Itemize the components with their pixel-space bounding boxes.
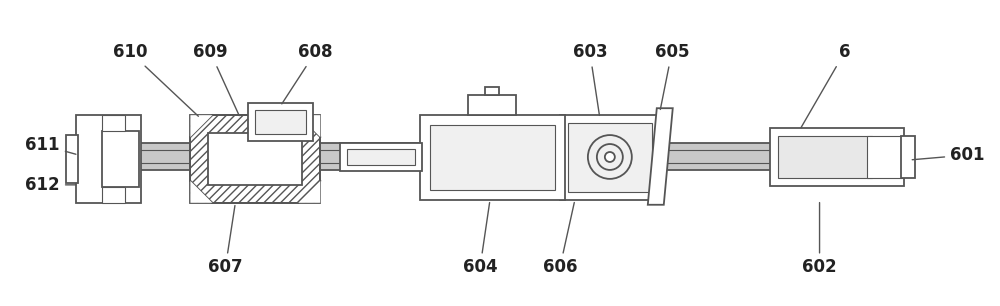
Bar (102, 131, 139, 187)
Text: 609: 609 (193, 43, 239, 116)
Bar (485, 87, 499, 95)
Polygon shape (190, 181, 212, 203)
Text: 604: 604 (463, 203, 497, 277)
Polygon shape (648, 108, 673, 205)
Bar (208, 133, 302, 185)
Bar (340, 143, 422, 171)
Bar (420, 115, 565, 200)
Text: 611: 611 (25, 136, 76, 154)
Text: 610: 610 (113, 43, 198, 116)
Bar (430, 125, 555, 190)
Bar (66, 135, 78, 183)
Text: 603: 603 (573, 43, 607, 115)
Bar (778, 136, 872, 178)
Bar (901, 136, 915, 178)
Bar (102, 187, 125, 203)
Text: 602: 602 (802, 203, 837, 277)
Bar (770, 128, 904, 186)
Bar (248, 103, 313, 141)
Text: 606: 606 (543, 203, 577, 277)
Bar (106, 143, 889, 170)
Bar (190, 115, 320, 203)
Bar (102, 115, 125, 131)
Text: 612: 612 (25, 176, 76, 194)
Text: 601: 601 (912, 146, 985, 164)
Text: 6: 6 (801, 43, 850, 128)
Bar (255, 110, 306, 134)
Bar (347, 149, 415, 165)
Bar (76, 115, 140, 203)
Text: 605: 605 (655, 43, 689, 110)
Bar (560, 115, 660, 200)
Polygon shape (190, 115, 212, 137)
Text: 607: 607 (208, 206, 243, 277)
Bar (568, 123, 652, 192)
Text: 608: 608 (282, 43, 333, 104)
Bar (867, 136, 902, 178)
Polygon shape (298, 115, 320, 137)
Circle shape (605, 152, 615, 162)
Polygon shape (298, 181, 320, 203)
Bar (468, 95, 516, 115)
